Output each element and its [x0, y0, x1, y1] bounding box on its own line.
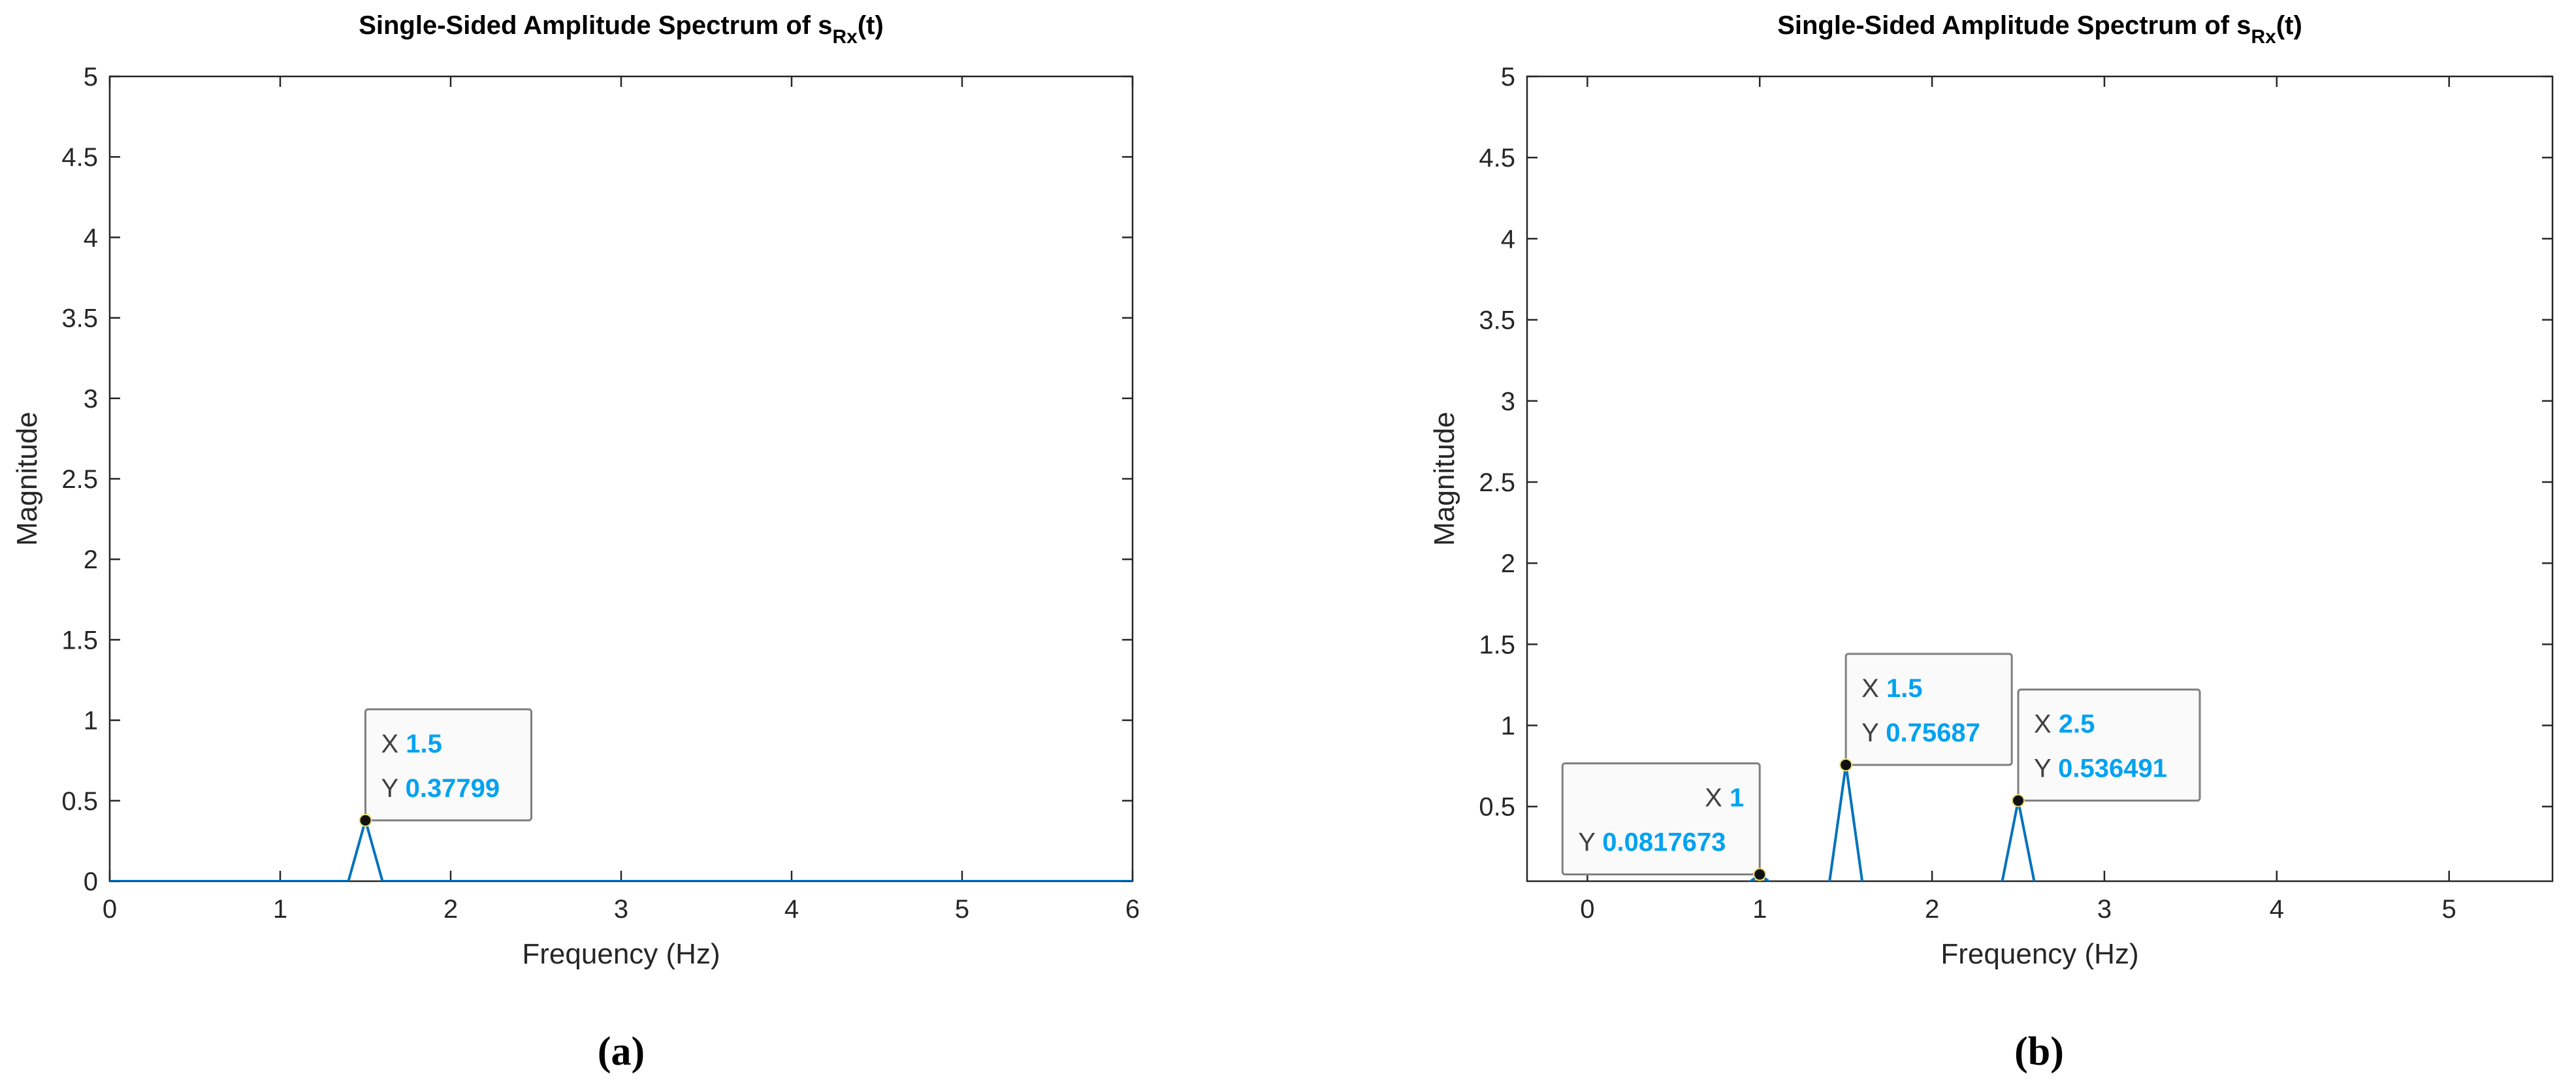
datatip-x-prefix: X	[381, 730, 406, 758]
datatip: X 2.5Y 0.536491	[2012, 688, 2201, 807]
y-tick-label: 3	[84, 385, 98, 413]
y-tick-label: 3.5	[1479, 306, 1515, 335]
plot-area	[108, 75, 1134, 883]
x-tick-label: 0	[103, 895, 117, 924]
chart-title-main: Single-Sided Amplitude Spectrum of s	[1777, 11, 2251, 40]
datatip-y: Y 0.536491	[2034, 754, 2167, 783]
x-tick-label: 1	[273, 895, 287, 924]
datatip-x-prefix: X	[2034, 710, 2059, 739]
datatip-y-prefix: Y	[1578, 828, 1602, 857]
datatip-marker	[2012, 794, 2025, 807]
datatip-x-prefix: X	[1705, 784, 1730, 813]
y-axis-label: Magnitude	[11, 412, 43, 545]
x-tick-label: 3	[614, 895, 628, 924]
x-tick-label: 1	[1752, 895, 1767, 924]
y-tick-label: 2.5	[61, 465, 98, 494]
x-tick-label: 2	[1925, 895, 1939, 924]
chart-title: Single-Sided Amplitude Spectrum of sRx(t…	[359, 11, 884, 48]
datatip-x: X 1	[1705, 784, 1744, 813]
panel-caption: (b)	[2014, 1029, 2064, 1074]
datatip-x-value: 1.5	[1886, 674, 1923, 703]
datatip-x-value: 1	[1730, 784, 1744, 813]
chart-panel-a: 0 0.5 1 1.5 2 2.5 3 3.5 4 4.5 5 0 1 2 3 4 5 6 Single-Sided…	[11, 11, 1140, 1074]
y-tick-label: 2	[1501, 549, 1515, 578]
datatip-y: Y 0.75687	[1861, 719, 1980, 747]
datatip-y-value: 0.37799	[406, 774, 500, 803]
x-tick-label: 6	[1125, 895, 1140, 924]
datatip-y: Y 0.37799	[381, 774, 500, 803]
datatip-marker	[359, 813, 372, 827]
chart-title-suffix: (t)	[2276, 11, 2302, 40]
y-tick-label: 1	[84, 707, 98, 736]
datatip: X 1.5Y 0.75687	[1839, 653, 2013, 771]
y-tick-label: 4.5	[1479, 144, 1515, 172]
y-axis-label: Magnitude	[1428, 412, 1460, 545]
y-tick-label: 3.5	[61, 304, 98, 333]
datatip-y-value: 0.536491	[2058, 754, 2167, 783]
datatip-marker	[1839, 758, 1853, 771]
datatip-box	[2017, 688, 2201, 802]
datatip-box	[1561, 762, 1761, 876]
x-tick-label: 0	[1580, 895, 1594, 924]
datatip: X 1.5Y 0.37799	[359, 708, 532, 827]
datatip-box	[364, 708, 532, 822]
y-tick-label: 4	[1501, 225, 1515, 253]
datatip-y-prefix: Y	[2034, 754, 2058, 783]
chart-title-suffix: (t)	[858, 11, 884, 40]
x-tick-label: 4	[784, 895, 799, 924]
y-tick-label: 4	[84, 223, 98, 252]
chart-title-main: Single-Sided Amplitude Spectrum of s	[359, 11, 832, 40]
datatip-x: X 1.5	[1861, 674, 1922, 703]
x-axis-label: Frequency (Hz)	[522, 938, 720, 970]
y-tick-label: 1	[1501, 712, 1515, 741]
y-tick-label: 2.5	[1479, 468, 1515, 497]
panel-caption: (a)	[598, 1029, 645, 1074]
datatip-marker	[1753, 867, 1767, 881]
datatip-y-value: 0.75687	[1886, 719, 1980, 747]
y-tick-label: 5	[84, 63, 98, 91]
y-tick-label: 2	[84, 545, 98, 574]
y-tick-label: 0.5	[1479, 793, 1515, 822]
chart-title-subscript: Rx	[2251, 26, 2276, 48]
y-tick-label: 5	[1501, 63, 1515, 91]
datatip-y-value: 0.0817673	[1602, 828, 1726, 857]
x-tick-label: 5	[2442, 895, 2456, 924]
datatip-x: X 1.5	[381, 730, 442, 758]
y-tick-label: 3	[1501, 387, 1515, 416]
x-tick-label: 3	[2097, 895, 2112, 924]
datatip-x-value: 2.5	[2059, 710, 2095, 739]
datatip: X 1Y 0.0817673	[1561, 762, 1767, 881]
datatip-y: Y 0.0817673	[1578, 828, 1726, 857]
x-tick-label: 4	[2270, 895, 2284, 924]
chart-title-subscript: Rx	[832, 26, 858, 48]
x-axis-label: Frequency (Hz)	[1940, 938, 2138, 970]
datatip-x-prefix: X	[1861, 674, 1886, 703]
x-tick-label: 2	[443, 895, 458, 924]
y-tick-label: 1.5	[1479, 630, 1515, 659]
y-tick-label: 1.5	[61, 626, 98, 655]
datatip-box	[1844, 653, 2013, 766]
y-tick-label: 0.5	[61, 787, 98, 816]
y-tick-label: 0	[84, 867, 98, 896]
chart-title: Single-Sided Amplitude Spectrum of sRx(t…	[1777, 11, 2302, 48]
y-tick-label: 4.5	[61, 143, 98, 172]
chart-panel-b: 0.5 1 1.5 2 2.5 3 3.5 4 4.5 5 0 1 2 3 4 5 Single-Sided A…	[1428, 11, 2554, 1074]
datatip-x: X 2.5	[2034, 710, 2095, 739]
datatip-x-value: 1.5	[406, 730, 442, 758]
x-tick-label: 5	[955, 895, 969, 924]
datatip-y-prefix: Y	[381, 774, 406, 803]
datatip-y-prefix: Y	[1861, 719, 1886, 747]
